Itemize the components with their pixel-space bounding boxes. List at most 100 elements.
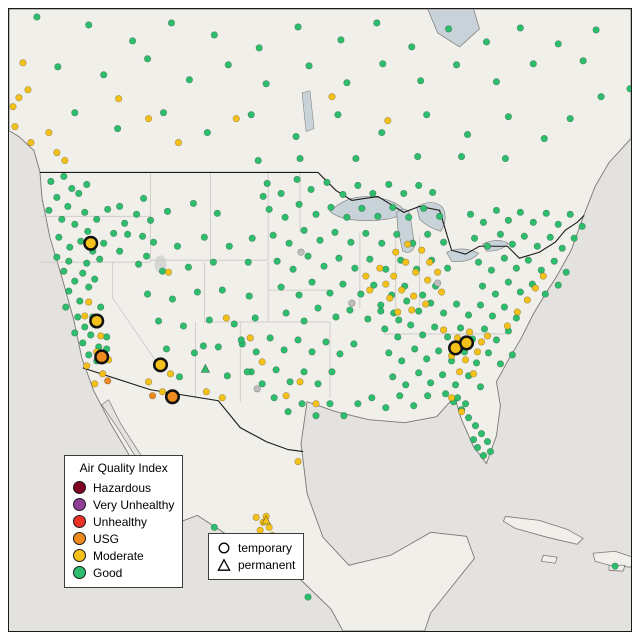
- station-dot-moderate: [166, 370, 175, 378]
- aqi-legend: Air Quality Index Hazardous Very Unhealth…: [64, 455, 184, 588]
- station-dot-good: [143, 290, 152, 298]
- station-dot-good: [423, 355, 431, 363]
- station-dot-good: [400, 189, 408, 197]
- station-dot-good: [85, 283, 93, 291]
- station-dot-moderate: [426, 258, 434, 266]
- station-dot-good: [60, 172, 68, 181]
- station-dot-good: [451, 381, 460, 389]
- station-dot-good: [300, 368, 308, 376]
- station-dot-good: [396, 392, 404, 400]
- station-dot-good: [546, 233, 554, 241]
- station-dot-moderate: [469, 370, 478, 378]
- station-dot-good: [550, 257, 558, 265]
- station-dot-good: [419, 331, 427, 339]
- station-dot-good: [295, 200, 303, 208]
- station-dot-good: [159, 109, 168, 117]
- station-dot-good: [149, 238, 158, 246]
- station-dot-good: [179, 322, 188, 330]
- station-dot-good: [592, 26, 600, 34]
- station-dot-good: [53, 193, 61, 201]
- triangle-marker-icon: [217, 557, 231, 571]
- station-dot-moderate: [477, 338, 486, 346]
- station-dot-good: [463, 131, 472, 139]
- station-dot-good: [168, 295, 177, 303]
- station-dot-good: [60, 267, 68, 275]
- station-dot-moderate: [252, 513, 260, 521]
- station-dot-good: [452, 61, 461, 69]
- station-dot-good: [337, 36, 345, 44]
- station-dot-good: [87, 331, 95, 339]
- station-dot-good: [578, 222, 586, 230]
- station-dot-good: [251, 314, 259, 322]
- station-dot-good: [379, 60, 387, 68]
- station-dot-good: [500, 254, 508, 262]
- station-dot-good: [210, 31, 218, 39]
- station-dot-moderate: [465, 328, 474, 336]
- station-dot-good: [452, 300, 461, 308]
- station-dot-good: [440, 309, 448, 317]
- station-dot-moderate: [455, 368, 464, 376]
- station-dot-good: [270, 394, 278, 402]
- shape-legend: temporary permanent: [208, 533, 305, 580]
- station-dot-good: [524, 256, 532, 264]
- aqi-legend-item: Hazardous: [73, 479, 174, 496]
- aqi-legend-label: Moderate: [93, 548, 144, 563]
- station-dot-good: [479, 451, 488, 460]
- station-dot-moderate: [11, 123, 19, 131]
- station-dot-moderate: [438, 288, 446, 296]
- station-dot-good: [286, 378, 294, 386]
- station-dot-good: [184, 263, 193, 271]
- station-triangle-good: [200, 363, 211, 373]
- station-dot-good: [83, 259, 91, 267]
- aqi-legend-item: Very Unhealthy: [73, 496, 174, 513]
- station-dot-good: [435, 347, 443, 355]
- station-dot-good: [554, 40, 562, 48]
- station-dot-good: [442, 390, 450, 398]
- station-dot-good: [558, 244, 566, 252]
- station-dot-good: [464, 414, 473, 422]
- station-dot-moderate: [91, 380, 99, 388]
- station-dot-good: [476, 383, 485, 391]
- station-dot-good: [373, 19, 381, 27]
- station-dot-good: [293, 175, 301, 184]
- station-dot-good: [411, 345, 419, 353]
- station-dot-good: [343, 213, 351, 221]
- station-dot-good: [395, 316, 403, 324]
- station-dot-good: [243, 368, 251, 376]
- station-dot-good: [199, 342, 207, 350]
- station-dot-good: [415, 181, 423, 190]
- station-dot-good: [110, 229, 118, 237]
- station-dot-moderate: [218, 394, 226, 402]
- station-dot-good: [129, 37, 137, 45]
- cuba-island: [502, 515, 584, 545]
- station-dot-good: [326, 400, 334, 408]
- station-dot-good: [415, 307, 423, 315]
- station-dot-moderate: [503, 322, 511, 330]
- station-dot-good: [213, 209, 221, 217]
- station-dot-moderate: [398, 286, 406, 294]
- station-dot-good: [74, 313, 82, 321]
- station-dot-good: [508, 351, 516, 359]
- station-dot-good: [224, 61, 232, 69]
- station-dot-good: [358, 204, 366, 212]
- station-dot-good: [277, 283, 285, 291]
- station-dot-good: [254, 156, 262, 165]
- station-dot-good: [71, 277, 79, 285]
- station-dot-good: [247, 111, 255, 119]
- station-large-circles-layer: [83, 235, 475, 405]
- station-dot-good: [133, 210, 141, 218]
- station-dot-good: [456, 324, 465, 332]
- station-dot-good: [312, 412, 320, 420]
- station-dot-good: [230, 320, 238, 328]
- station-dot-good: [554, 220, 562, 228]
- station-dot-good: [424, 230, 432, 238]
- station-dot-good: [93, 215, 101, 223]
- station-dot-good: [281, 213, 289, 221]
- station-dot-missing: [434, 279, 442, 287]
- station-dot-good: [79, 339, 87, 347]
- station-dot-good: [394, 333, 402, 341]
- station-dot-good: [439, 371, 447, 379]
- station-dot-good: [393, 230, 401, 238]
- station-dot-good: [500, 303, 508, 311]
- station-dot-good: [336, 350, 344, 358]
